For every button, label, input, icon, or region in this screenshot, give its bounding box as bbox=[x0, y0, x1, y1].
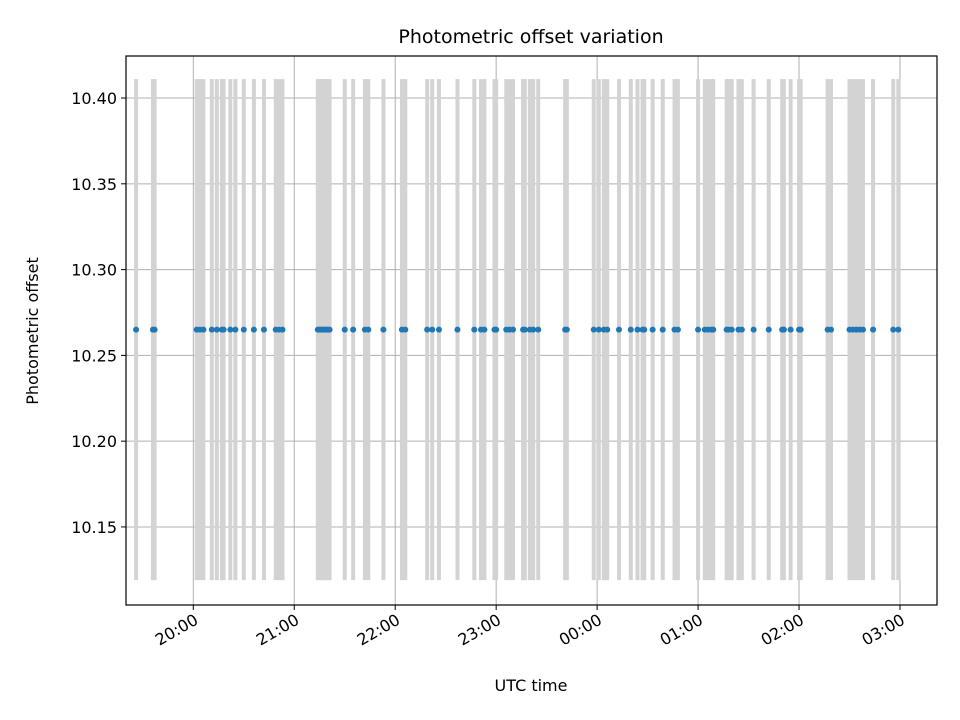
data-point bbox=[350, 326, 357, 333]
data-point bbox=[227, 326, 234, 333]
data-point bbox=[326, 326, 333, 333]
data-points bbox=[133, 326, 902, 333]
y-tick-label: 10.25 bbox=[71, 346, 117, 365]
data-point bbox=[728, 326, 735, 333]
data-point bbox=[250, 326, 257, 333]
data-point bbox=[341, 326, 348, 333]
data-point bbox=[895, 326, 902, 333]
data-point bbox=[641, 326, 648, 333]
data-point bbox=[590, 326, 597, 333]
data-point bbox=[634, 326, 641, 333]
data-point bbox=[435, 326, 442, 333]
plot-frame bbox=[125, 55, 938, 606]
data-point bbox=[535, 326, 542, 333]
data-point bbox=[521, 326, 528, 333]
data-point bbox=[424, 326, 431, 333]
data-point bbox=[627, 326, 634, 333]
data-point bbox=[240, 326, 247, 333]
data-point bbox=[750, 326, 757, 333]
y-tick-label: 10.20 bbox=[71, 432, 117, 451]
data-point bbox=[279, 326, 286, 333]
data-point bbox=[260, 326, 267, 333]
data-point bbox=[738, 326, 745, 333]
y-tick-label: 10.35 bbox=[71, 175, 117, 194]
data-point bbox=[797, 326, 804, 333]
data-point bbox=[471, 326, 478, 333]
y-tick-label: 10.15 bbox=[71, 518, 117, 537]
data-point bbox=[890, 326, 897, 333]
data-point bbox=[509, 326, 516, 333]
data-point bbox=[787, 326, 794, 333]
data-point bbox=[200, 326, 207, 333]
y-axis-ticks: 10.15 10.20 10.25 10.30 10.35 10.40 bbox=[71, 89, 126, 537]
chart-title: Photometric offset variation bbox=[398, 26, 663, 48]
data-point bbox=[151, 326, 158, 333]
data-point bbox=[604, 326, 611, 333]
data-point bbox=[454, 326, 461, 333]
data-point bbox=[827, 326, 834, 333]
data-point bbox=[402, 326, 409, 333]
data-point bbox=[493, 326, 500, 333]
data-point bbox=[530, 326, 537, 333]
data-point bbox=[649, 326, 656, 333]
data-point bbox=[380, 326, 387, 333]
data-point bbox=[365, 326, 372, 333]
data-point bbox=[563, 326, 570, 333]
data-point bbox=[481, 326, 488, 333]
data-point bbox=[695, 326, 702, 333]
x-axis-label: UTC time bbox=[495, 676, 568, 695]
data-point bbox=[615, 326, 622, 333]
y-tick-label: 10.40 bbox=[71, 89, 117, 108]
data-point bbox=[859, 326, 866, 333]
y-axis-label: Photometric offset bbox=[23, 257, 42, 405]
data-point bbox=[220, 326, 227, 333]
data-point bbox=[133, 326, 140, 333]
data-point bbox=[674, 326, 681, 333]
data-point bbox=[710, 326, 717, 333]
data-point bbox=[595, 326, 602, 333]
data-point bbox=[659, 326, 666, 333]
y-tick-label: 10.30 bbox=[71, 261, 117, 280]
data-point bbox=[429, 326, 436, 333]
data-point bbox=[213, 326, 220, 333]
data-point bbox=[232, 326, 239, 333]
data-point bbox=[765, 326, 772, 333]
data-point bbox=[208, 326, 215, 333]
data-point bbox=[780, 326, 787, 333]
data-point bbox=[870, 326, 877, 333]
